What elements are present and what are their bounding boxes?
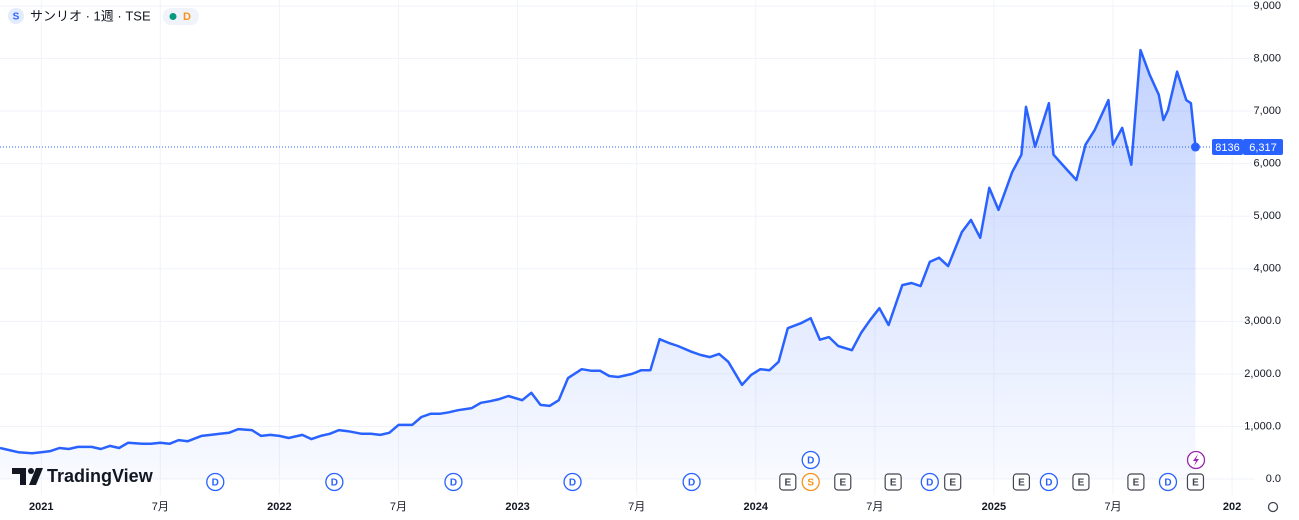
event-label: D: [926, 478, 933, 489]
logo-mark: [28, 468, 34, 474]
event-label: E: [784, 478, 791, 489]
x-tick-label: 7月: [628, 501, 645, 513]
x-tick-label: 202: [1223, 501, 1241, 513]
y-tick-label: 3,000.0: [1244, 315, 1281, 327]
x-tick-label: 2024: [744, 501, 769, 513]
event-label: E: [839, 478, 846, 489]
x-tick-label: 7月: [390, 501, 407, 513]
event-marker: [944, 473, 962, 491]
watermark-text: TradingView: [47, 466, 154, 486]
event-label: D: [1045, 478, 1052, 489]
y-tick-label: 7,000: [1253, 105, 1281, 117]
settings-icon[interactable]: [1267, 501, 1279, 513]
event-marker: [920, 472, 939, 492]
price-line: [0, 48, 1197, 455]
symbol-icon-letter: S: [13, 12, 20, 23]
event-label: D: [1164, 478, 1171, 489]
header: S サンリオ · 1週 · TSE D: [8, 8, 199, 25]
y-tick-label: 1,000.0: [1244, 420, 1281, 432]
event-marker: [1186, 473, 1205, 491]
event-label: D: [807, 456, 814, 467]
event-marker: [1039, 472, 1059, 492]
y-tick-label: 4,000: [1253, 263, 1281, 275]
event-label: D: [212, 478, 219, 489]
lightning-bolt: [1193, 454, 1199, 466]
event-label: D: [331, 478, 338, 489]
status-badge-letter: D: [183, 11, 191, 23]
event-marker: [801, 450, 820, 470]
x-tick-label: 7月: [152, 501, 169, 513]
event-marker: [1127, 473, 1145, 491]
event-label: D: [688, 478, 695, 489]
chart-title: サンリオ · 1週 · TSE: [30, 8, 151, 23]
event-label: E: [1018, 478, 1025, 489]
event-marker: [834, 473, 852, 491]
plot: [0, 48, 1212, 479]
event-label: E: [1133, 478, 1140, 489]
event-label: E: [1078, 478, 1085, 489]
x-tick-label: 2022: [267, 501, 291, 513]
y-tick-label: 9,000: [1253, 0, 1281, 12]
last-price-box: [1243, 139, 1283, 156]
x-tick-label: 7月: [866, 501, 883, 513]
event-label: E: [949, 478, 956, 489]
event-label: D: [450, 478, 457, 489]
event-label: E: [890, 478, 897, 489]
event-marker: [444, 472, 463, 492]
y-tick-label: 5,000: [1253, 210, 1281, 222]
y-tick-label: 2,000.0: [1244, 368, 1281, 380]
event-marker: [1158, 472, 1178, 492]
symbol-code: 8136: [1215, 142, 1239, 154]
last-price-label: 6,317: [1249, 142, 1277, 154]
area-fill: [0, 50, 1196, 479]
event-label: E: [1192, 478, 1199, 489]
event-marker: [1012, 473, 1031, 491]
y-tick-label: 6,000: [1253, 158, 1281, 170]
y-tick-label: 0.0: [1266, 473, 1281, 485]
symbol-icon: [8, 8, 24, 24]
status-dot: [169, 13, 177, 20]
event-marker: [563, 472, 582, 492]
event-marker: [801, 472, 820, 492]
symbol-code-box: [1212, 139, 1243, 156]
event-label: S: [807, 478, 814, 489]
x-tick-label: 7月: [1104, 501, 1121, 513]
logo-mark: [29, 468, 43, 485]
x-tick-label: 2025: [982, 501, 1006, 513]
event-marker: [682, 472, 701, 492]
y-tick-label: 8,000: [1253, 52, 1281, 64]
logo-mark: [12, 468, 26, 485]
event-label: D: [569, 478, 576, 489]
event-marker: [884, 473, 902, 491]
x-tick-label: 2021: [29, 501, 53, 513]
x-tick-label: 2023: [505, 501, 529, 513]
event-marker: [206, 472, 225, 492]
event-marker: [779, 473, 797, 491]
event-marker: [1072, 473, 1090, 491]
event-marker: [325, 472, 344, 492]
lightning-icon: [1186, 450, 1206, 470]
watermark: TradingView: [12, 466, 154, 486]
status-badge: [163, 8, 199, 25]
last-price-dot: [1190, 142, 1200, 152]
